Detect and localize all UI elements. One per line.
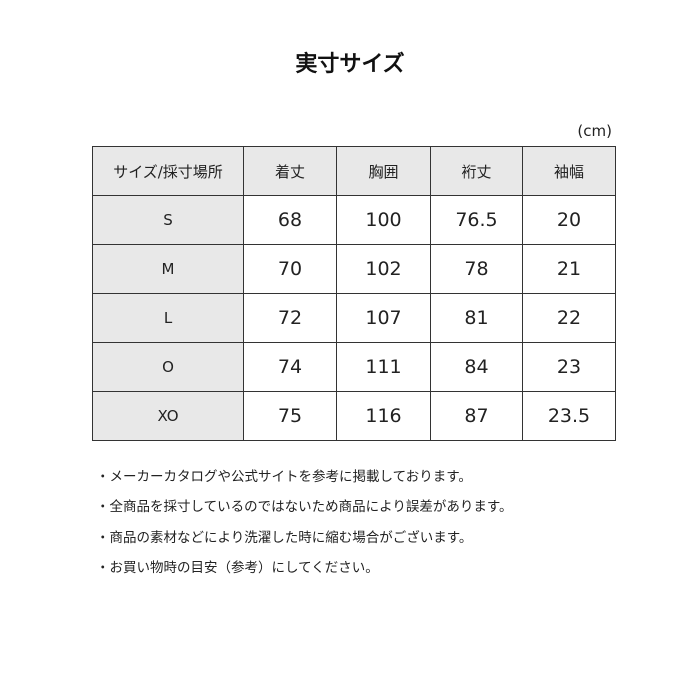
size-cell: S <box>92 195 244 245</box>
value-cell: 84 <box>430 342 523 392</box>
table-row: O 74 111 84 23 <box>92 342 616 392</box>
value-cell: 23 <box>522 342 616 392</box>
size-cell: O <box>92 342 244 392</box>
table-row: L 72 107 81 22 <box>92 293 616 343</box>
size-cell: M <box>92 244 244 294</box>
page-title: 実寸サイズ <box>295 52 405 77</box>
note-item: ・お買い物時の目安（参考）にしてください。 <box>96 560 379 576</box>
value-cell: 81 <box>430 293 523 343</box>
value-cell: 111 <box>336 342 431 392</box>
value-cell: 78 <box>430 244 523 294</box>
header-cell: 胸囲 <box>336 146 431 196</box>
table-row: XO 75 116 87 23.5 <box>92 391 616 441</box>
value-cell: 75 <box>243 391 337 441</box>
value-cell: 22 <box>522 293 616 343</box>
notes-list: ・メーカーカタログや公式サイトを参考に掲載しております。 ・全商品を採寸している… <box>96 466 512 587</box>
header-cell: サイズ/採寸場所 <box>92 146 244 196</box>
value-cell: 74 <box>243 342 337 392</box>
header-cell: 裄丈 <box>430 146 523 196</box>
unit-label: (cm) <box>577 122 612 140</box>
header-cell: 着丈 <box>243 146 337 196</box>
size-cell: XO <box>92 391 244 441</box>
value-cell: 21 <box>522 244 616 294</box>
value-cell: 107 <box>336 293 431 343</box>
value-cell: 72 <box>243 293 337 343</box>
value-cell: 76.5 <box>430 195 523 245</box>
size-table: サイズ/採寸場所 着丈 胸囲 裄丈 袖幅 S 68 100 76.5 20 M 70 102 7… <box>92 146 616 441</box>
note-item: ・メーカーカタログや公式サイトを参考に掲載しております。 <box>96 469 472 485</box>
table-header-row: サイズ/採寸場所 着丈 胸囲 裄丈 袖幅 <box>92 146 616 196</box>
note-item: ・全商品を採寸しているのではないため商品により誤差があります。 <box>96 499 513 515</box>
value-cell: 87 <box>430 391 523 441</box>
value-cell: 100 <box>336 195 431 245</box>
value-cell: 20 <box>522 195 616 245</box>
value-cell: 68 <box>243 195 337 245</box>
note-item: ・商品の素材などにより洗濯した時に縮む場合がございます。 <box>96 530 473 546</box>
header-cell: 袖幅 <box>522 146 616 196</box>
table-row: S 68 100 76.5 20 <box>92 195 616 245</box>
size-cell: L <box>92 293 244 343</box>
table-row: M 70 102 78 21 <box>92 244 616 294</box>
value-cell: 23.5 <box>522 391 616 441</box>
value-cell: 102 <box>336 244 431 294</box>
value-cell: 116 <box>336 391 431 441</box>
value-cell: 70 <box>243 244 337 294</box>
